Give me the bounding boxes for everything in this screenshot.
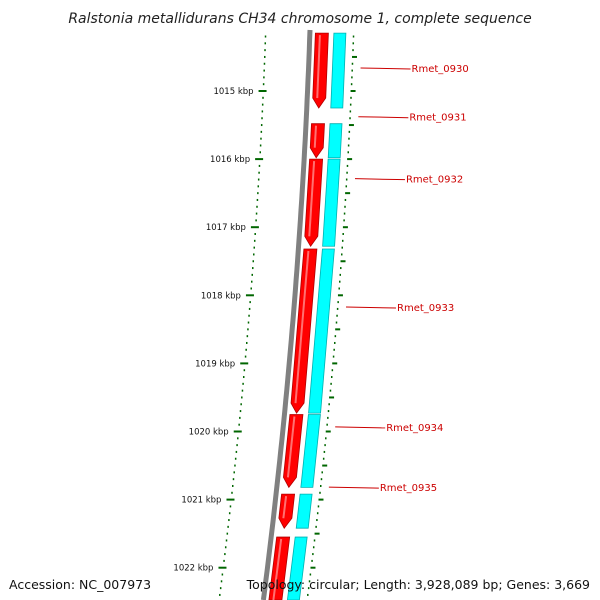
scale-label-1016: 1016 kbp <box>210 155 250 165</box>
scale-label-1019: 1019 kbp <box>195 359 235 369</box>
forward-gene-highlight <box>286 416 296 478</box>
forward-gene-highlight <box>316 35 321 99</box>
forward-gene-highlight <box>282 496 288 519</box>
gene-label-Rmet_0933: Rmet_0933 <box>397 303 454 314</box>
forward-strand-track <box>268 32 329 600</box>
reverse-gene-Rmet_0935 <box>295 493 313 529</box>
reverse-gene-Rmet_0933 <box>308 248 335 414</box>
gene-label-leader <box>328 486 379 489</box>
gene-label-leader <box>360 67 411 70</box>
gene-label-leader <box>354 178 405 181</box>
gene-label-Rmet_0935: Rmet_0935 <box>380 483 437 494</box>
scale-label-1017: 1017 kbp <box>206 223 246 233</box>
map-title: Ralstonia metallidurans CH34 chromosome … <box>68 11 531 27</box>
scale-label-1022: 1022 kbp <box>173 564 213 574</box>
gene-labels: Rmet_0930 Rmet_0931 Rmet_0932 Rmet_0933 Rmet… <box>328 64 469 494</box>
scale-ticks <box>218 35 357 596</box>
scale-label-1021: 1021 kbp <box>181 496 221 506</box>
forward-gene-Rmet_0930 <box>312 32 329 109</box>
gene-label-leader <box>358 116 409 119</box>
gene-label-Rmet_0931: Rmet_0931 <box>409 113 466 124</box>
scale-label-1015: 1015 kbp <box>213 87 253 97</box>
reverse-gene-partial <box>287 536 308 600</box>
scale-tick-labels: 1015 kbp 1016 kbp 1017 kbp 1018 kbp 1019 kbp… <box>173 87 253 574</box>
forward-gene-highlight <box>308 161 316 237</box>
gene-label-Rmet_0932: Rmet_0932 <box>406 175 463 186</box>
backbone-arc <box>260 29 313 600</box>
scale-label-1018: 1018 kbp <box>201 291 241 301</box>
gene-label-leader <box>335 426 386 429</box>
forward-gene-highlight <box>294 250 310 404</box>
topology-stats-text: Topology: circular; Length: 3,928,089 bp… <box>246 577 590 592</box>
accession-text: Accession: NC_007973 <box>9 577 152 592</box>
reverse-gene-Rmet_0932 <box>322 158 341 247</box>
reverse-gene-Rmet_0930 <box>330 32 347 109</box>
gene-label-Rmet_0934: Rmet_0934 <box>386 423 443 434</box>
reverse-gene-Rmet_0934 <box>300 414 321 488</box>
gene-label-Rmet_0930: Rmet_0930 <box>412 64 469 75</box>
forward-gene-highlight <box>313 125 317 148</box>
forward-gene-highlight <box>272 538 283 600</box>
reverse-strand-track <box>287 32 347 600</box>
scale-label-1020: 1020 kbp <box>189 428 229 438</box>
forward-gene-partial <box>268 536 291 600</box>
forward-gene-Rmet_0931 <box>309 123 325 159</box>
chromosome-backbone <box>260 29 313 600</box>
forward-gene-Rmet_0935 <box>278 493 296 529</box>
gene-label-leader <box>345 306 397 309</box>
reverse-gene-Rmet_0931 <box>327 123 343 159</box>
